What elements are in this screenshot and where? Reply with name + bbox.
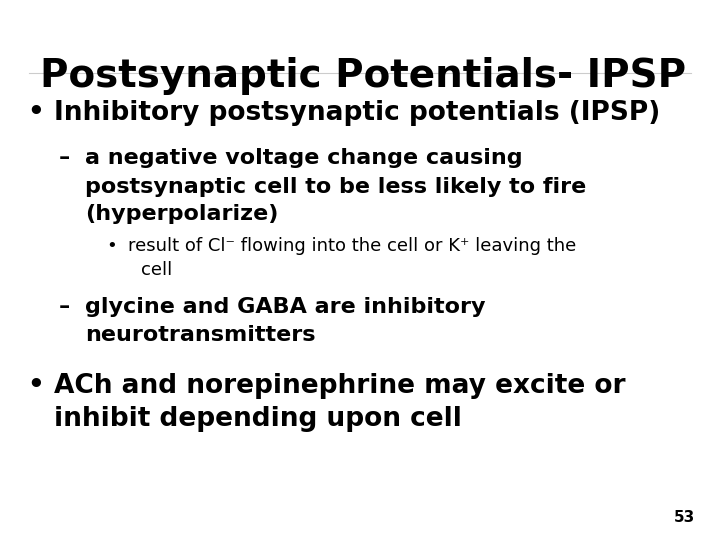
Text: (hyperpolarize): (hyperpolarize) xyxy=(85,204,279,224)
Text: inhibit depending upon cell: inhibit depending upon cell xyxy=(54,406,462,432)
Text: cell: cell xyxy=(141,261,172,279)
Text: a negative voltage change causing: a negative voltage change causing xyxy=(85,148,523,168)
Text: –: – xyxy=(59,297,71,317)
Text: glycine and GABA are inhibitory: glycine and GABA are inhibitory xyxy=(85,297,485,317)
Text: postsynaptic cell to be less likely to fire: postsynaptic cell to be less likely to f… xyxy=(85,177,586,197)
Text: Postsynaptic Potentials- IPSP: Postsynaptic Potentials- IPSP xyxy=(40,57,685,94)
Text: –: – xyxy=(59,148,71,168)
Text: •: • xyxy=(27,100,44,126)
Text: result of Cl⁻ flowing into the cell or K⁺ leaving the: result of Cl⁻ flowing into the cell or K… xyxy=(128,237,577,254)
Text: Inhibitory postsynaptic potentials (IPSP): Inhibitory postsynaptic potentials (IPSP… xyxy=(54,100,660,126)
Text: ACh and norepinephrine may excite or: ACh and norepinephrine may excite or xyxy=(54,373,626,399)
Text: •: • xyxy=(27,373,44,399)
Text: 53: 53 xyxy=(673,510,695,525)
Text: neurotransmitters: neurotransmitters xyxy=(85,325,315,345)
Text: •: • xyxy=(107,237,117,254)
